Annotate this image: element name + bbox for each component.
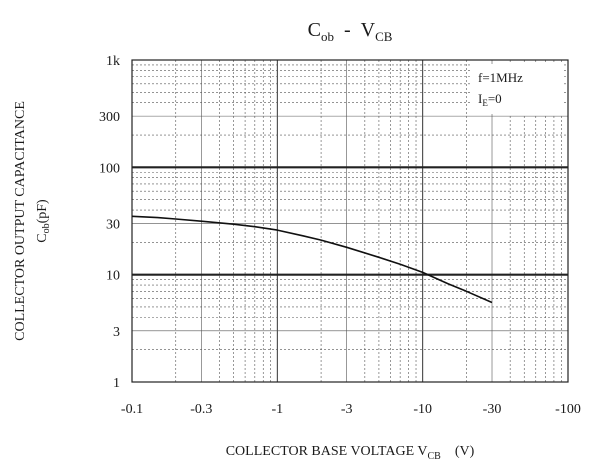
chart-title: Cob - VCB [308,19,393,44]
legend-emitter-current: IE=0 [478,91,502,108]
legend-background [470,64,564,114]
y-tick-label: 30 [106,217,120,232]
series-line-cob [131,215,493,304]
y-tick-label: 10 [106,269,120,284]
y-axis-label-line1: COLLECTOR OUTPUT CAPACITANCE [13,101,28,341]
y-axis-label-line2: Cob(pF) [35,199,52,243]
x-tick-label: -10 [413,402,432,417]
x-tick-label: -100 [555,402,581,417]
y-tick-label: 1k [106,54,120,69]
y-tick-label: 300 [99,110,120,125]
y-tick-label: 3 [113,325,120,340]
x-tick-label: -0.1 [121,402,143,417]
legend: f=1MHz IE=0 [470,64,564,114]
y-tick-label: 100 [99,161,120,176]
x-tick-label: -0.3 [190,402,212,417]
grid-lines [132,60,568,382]
series-layer [131,215,493,304]
x-tick-label: -3 [341,402,353,417]
x-tick-label: -1 [271,402,283,417]
x-tick-label: -30 [483,402,502,417]
tick-labels: -0.1 -0.3 -1 -3 -10 -30 -100 1 3 10 30 100 300 1k [99,54,581,417]
y-axis-label: COLLECTOR OUTPUT CAPACITANCE Cob(pF) [13,101,52,341]
x-axis-label: COLLECTOR BASE VOLTAGE VCB (V) [226,444,475,462]
plot-frame [131,59,569,383]
legend-frequency: f=1MHz [478,70,523,85]
y-tick-label: 1 [113,376,120,391]
